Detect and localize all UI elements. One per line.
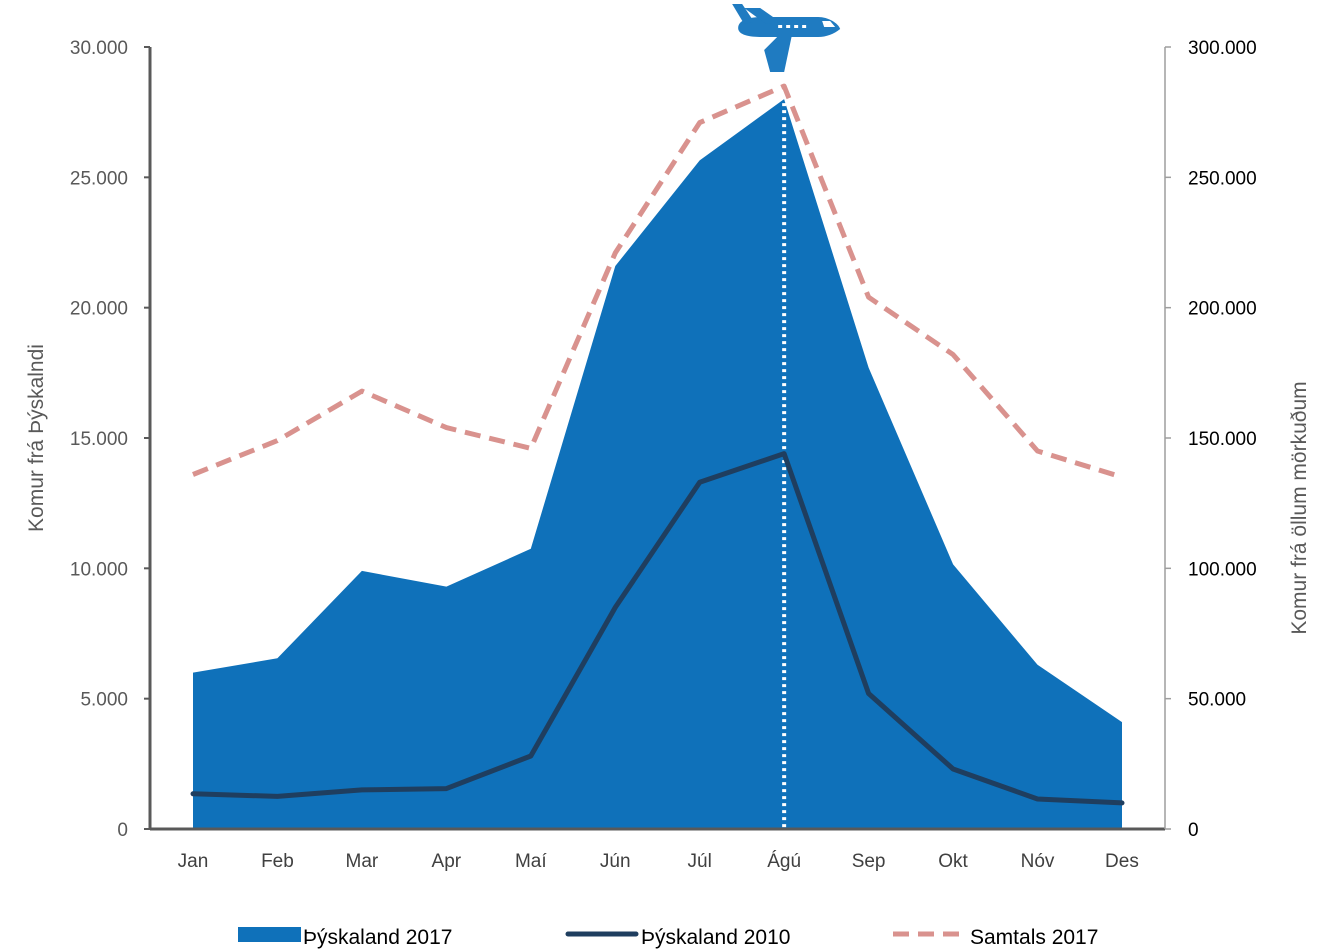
y-axis-title-left: Komur frá Þýskalndi bbox=[25, 344, 48, 532]
series-area-thyskaland-2017 bbox=[193, 99, 1122, 830]
y-tick-label-right: 50.000 bbox=[1188, 690, 1246, 711]
series-line-thyskaland-2010 bbox=[190, 451, 1125, 806]
y-tick-label-right: 100.000 bbox=[1188, 559, 1257, 580]
y-tick-label-left: 0 bbox=[117, 820, 128, 841]
legend-swatch-area bbox=[238, 927, 301, 942]
y-tick-label-right: 300.000 bbox=[1188, 38, 1257, 59]
x-tick-label: Jún bbox=[600, 851, 631, 872]
airplane-icon-group bbox=[732, 4, 841, 72]
x-tick-label: Feb bbox=[261, 851, 294, 872]
airplane-window bbox=[778, 25, 783, 28]
y-tick-label-right: 150.000 bbox=[1188, 429, 1257, 450]
y-axis-title-right: Komur frá öllum mörkuðum bbox=[1288, 381, 1311, 634]
y-tick-label-left: 10.000 bbox=[70, 559, 128, 580]
x-tick-label: Sep bbox=[852, 851, 886, 872]
y-tick-label-left: 5.000 bbox=[80, 690, 128, 711]
airplane-wing-lower bbox=[764, 34, 793, 72]
x-tick-label: Júl bbox=[688, 851, 712, 872]
y-tick-label-right: 250.000 bbox=[1188, 168, 1257, 189]
legend-label-area: Þýskaland 2017 bbox=[303, 926, 452, 949]
airplane-window bbox=[786, 25, 791, 28]
x-tick-label: Mar bbox=[346, 851, 379, 872]
x-tick-label: Okt bbox=[938, 851, 968, 872]
y-tick-label-left: 15.000 bbox=[70, 429, 128, 450]
airplane-wing-upper bbox=[744, 8, 781, 24]
legend-label-dashed: Samtals 2017 bbox=[970, 926, 1098, 949]
legend: Þýskaland 2017 Þýskaland 2010 Samtals 2017 bbox=[238, 926, 1098, 949]
x-tick-label: Maí bbox=[515, 851, 547, 872]
series-line-samtals-2017 bbox=[192, 83, 1123, 480]
y-tick-label-right: 200.000 bbox=[1188, 299, 1257, 320]
y-tick-label-left: 20.000 bbox=[70, 299, 128, 320]
y-tick-label-left: 25.000 bbox=[70, 168, 128, 189]
legend-label-line: Þýskaland 2010 bbox=[641, 926, 790, 949]
x-tick-label: Des bbox=[1105, 851, 1139, 872]
airplane-icon bbox=[732, 4, 841, 72]
airplane-window bbox=[794, 25, 799, 28]
x-tick-label: Jan bbox=[178, 851, 209, 872]
line-layer bbox=[190, 83, 1125, 806]
area-layer bbox=[193, 99, 1122, 830]
airplane-cockpit-window bbox=[822, 21, 836, 27]
x-tick-label: Ágú bbox=[767, 851, 801, 872]
y-tick-label-left: 30.000 bbox=[70, 38, 128, 59]
axes: 0 5.000 10.000 15.000 20.000 25.000 30.000 0 50.… bbox=[25, 38, 1311, 872]
airplane-window bbox=[802, 25, 807, 28]
x-tick-label: Nóv bbox=[1021, 851, 1055, 872]
airplane-tail bbox=[732, 4, 755, 24]
y-tick-label-right: 0 bbox=[1188, 820, 1199, 841]
x-tick-label: Apr bbox=[432, 851, 462, 872]
